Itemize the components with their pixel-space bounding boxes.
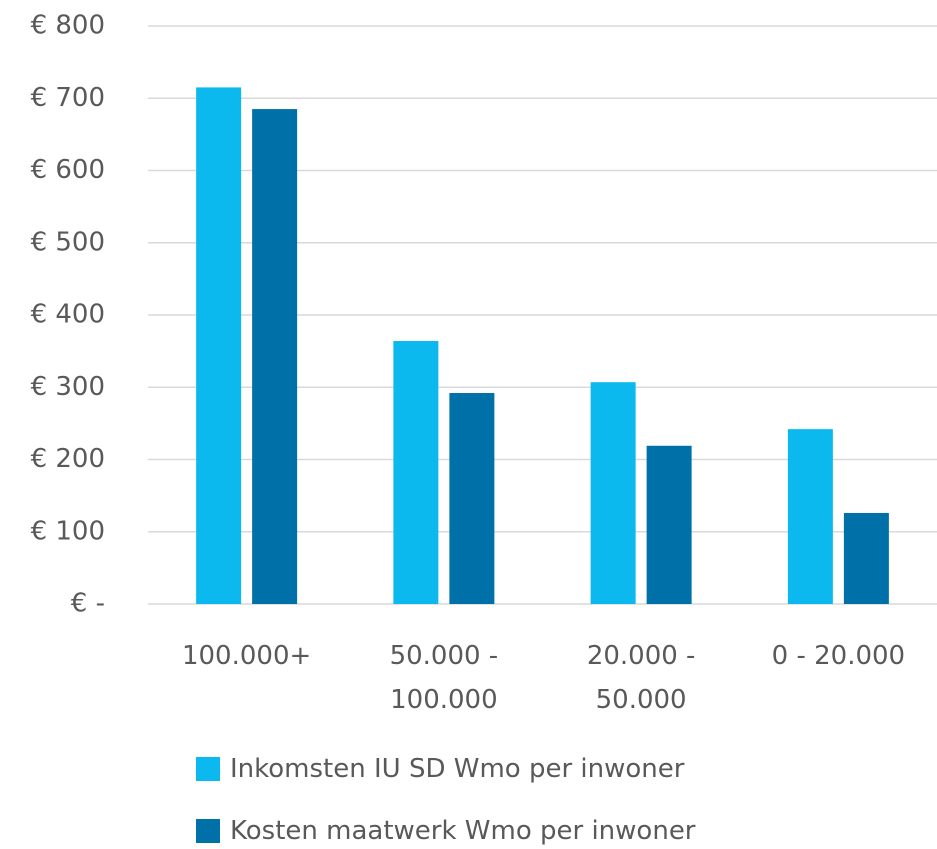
y-tick-label: € -: [71, 589, 105, 619]
bar: [590, 382, 636, 604]
y-tick-label: € 200: [31, 444, 105, 474]
legend-item: Inkomsten IU SD Wmo per inwoner: [196, 754, 684, 784]
legend-item: Kosten maatwerk Wmo per inwoner: [196, 816, 696, 846]
legend-swatch: [196, 819, 220, 843]
legend-swatch: [196, 757, 220, 781]
y-tick-label: € 400: [31, 300, 105, 330]
bar: [196, 87, 242, 605]
bar: [393, 341, 439, 604]
x-tick-label: 100.000+: [181, 641, 312, 671]
y-tick-label: € 100: [31, 516, 105, 546]
y-tick-label: € 500: [31, 227, 105, 257]
y-tick-label: € 600: [31, 155, 105, 185]
x-tick-label: 0 - 20.000: [771, 641, 906, 671]
bar: [843, 512, 889, 604]
bar: [787, 429, 833, 604]
x-tick-label: 50.000 - 100.000: [389, 641, 499, 715]
bar: [449, 393, 495, 604]
y-tick-label: € 700: [31, 83, 105, 113]
y-tick-label: € 300: [31, 372, 105, 402]
y-tick-label: € 800: [31, 11, 105, 41]
legend-label: Kosten maatwerk Wmo per inwoner: [230, 816, 696, 846]
legend-label: Inkomsten IU SD Wmo per inwoner: [230, 754, 685, 784]
x-tick-label: 20.000 - 50.000: [586, 641, 696, 715]
bar: [646, 445, 692, 604]
bar: [252, 109, 298, 605]
